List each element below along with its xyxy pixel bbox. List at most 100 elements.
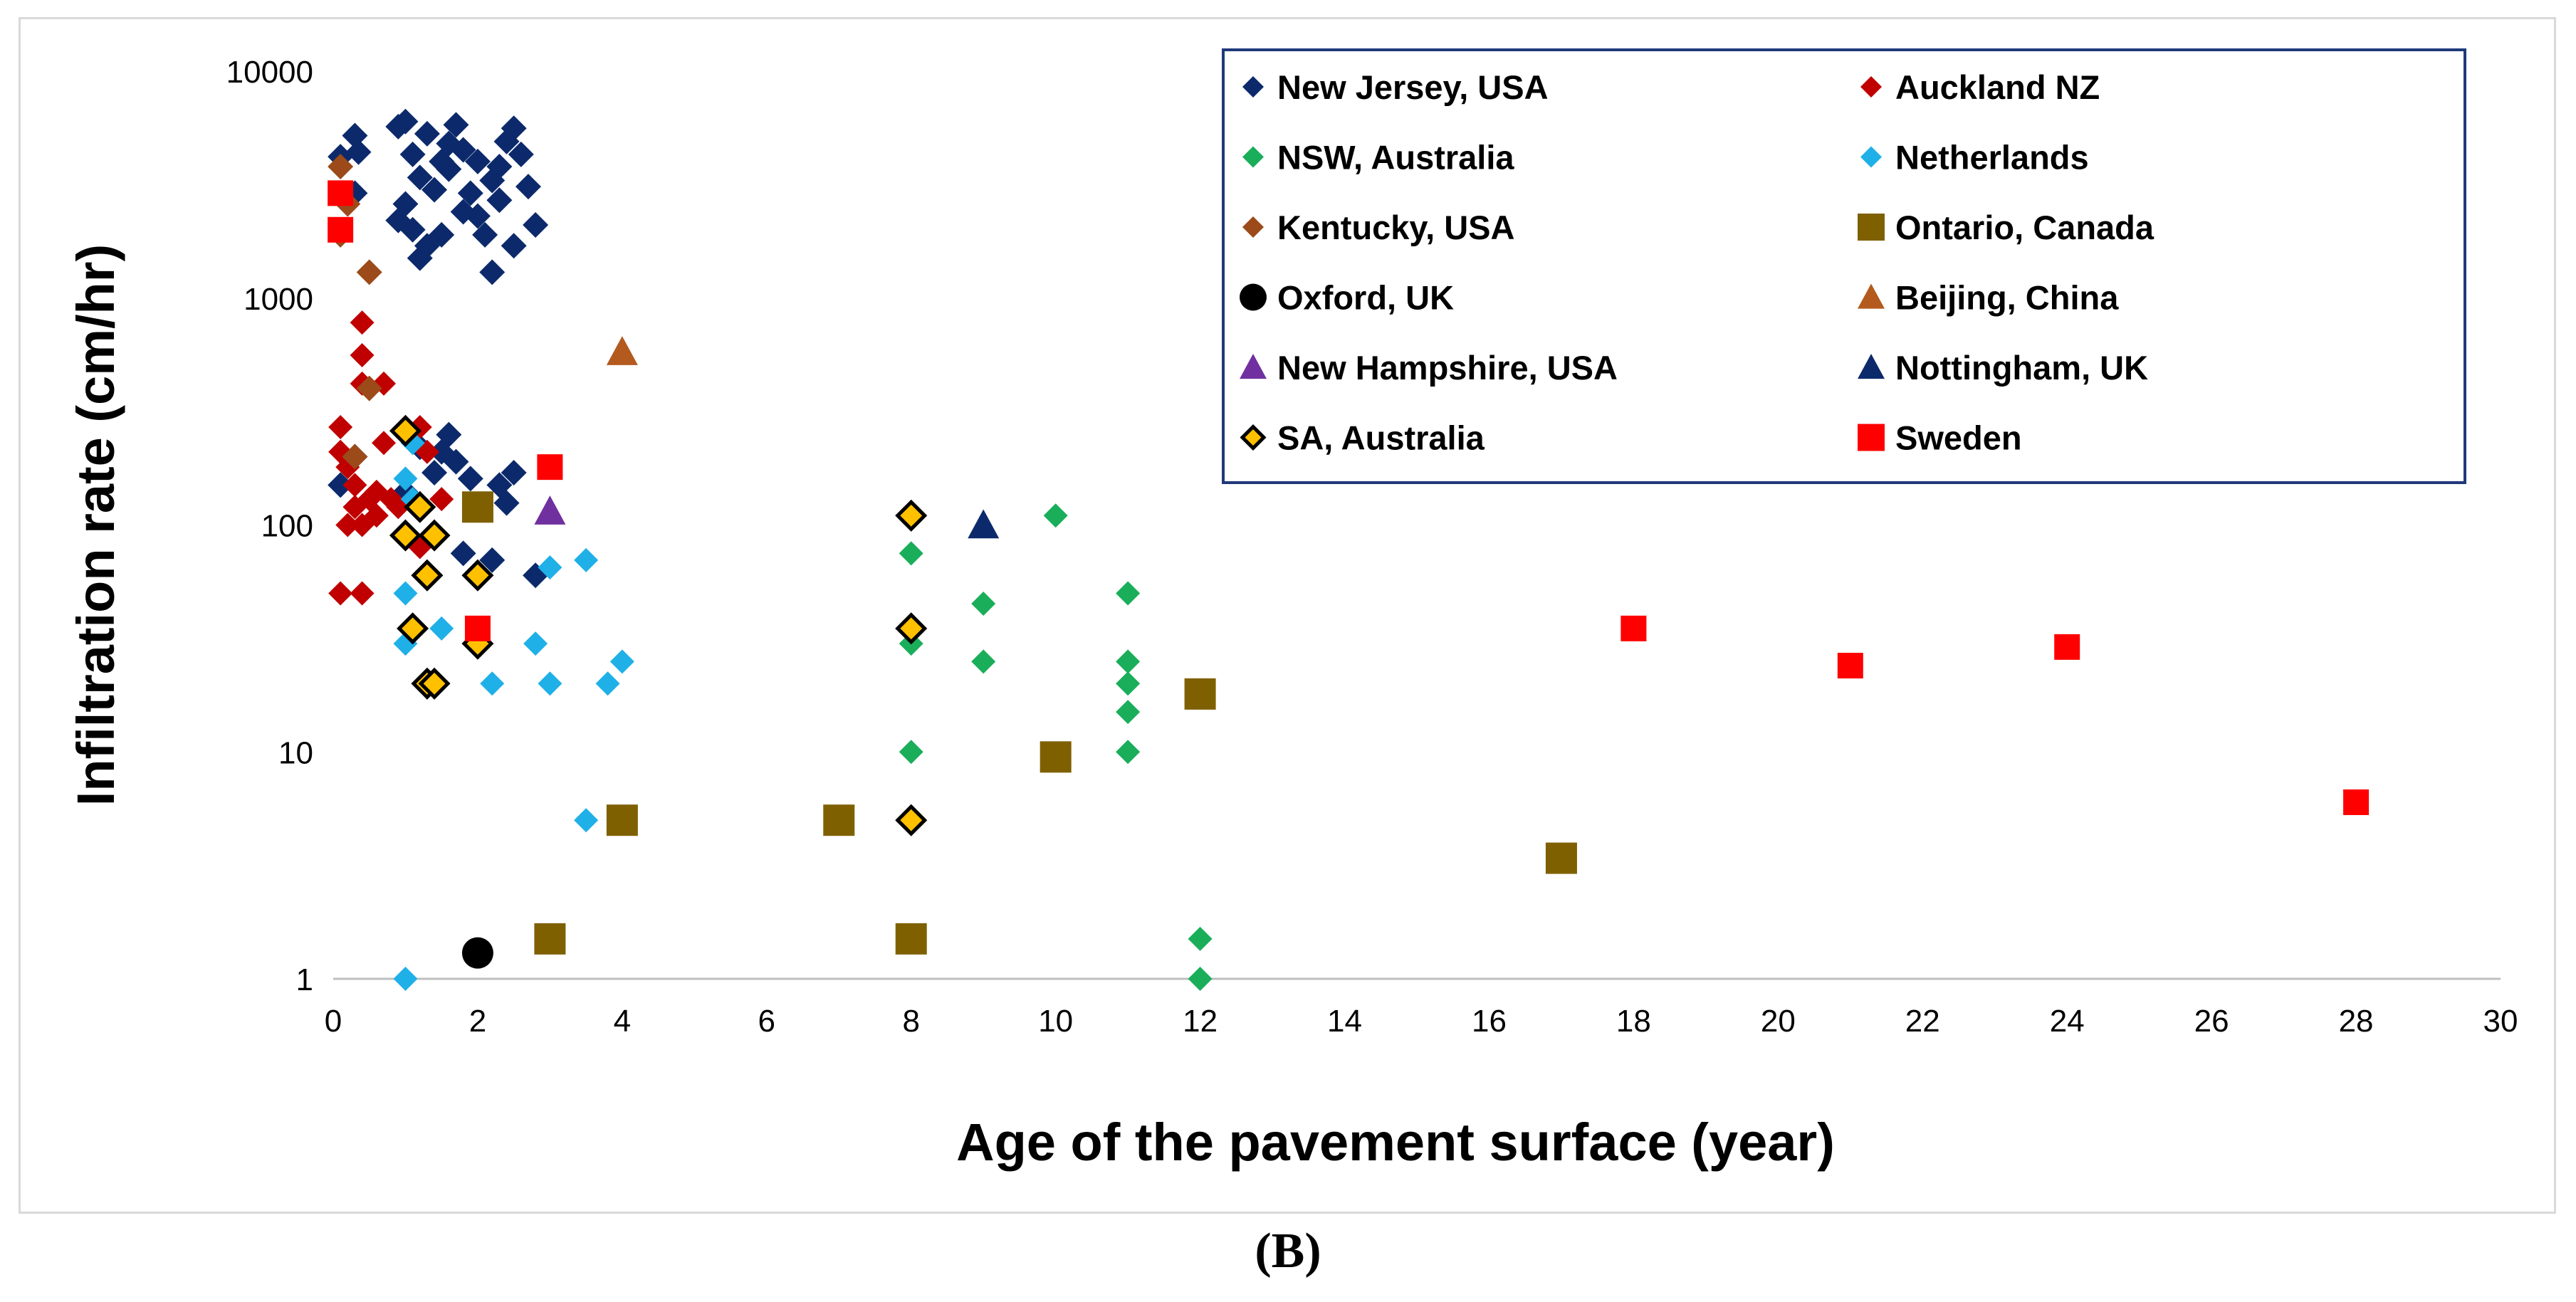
data-point xyxy=(479,547,506,573)
series-7 xyxy=(606,336,638,365)
data-point xyxy=(523,631,548,656)
legend-label: NSW, Australia xyxy=(1277,139,1514,177)
data-point xyxy=(461,559,494,592)
data-point xyxy=(429,221,455,248)
data-point xyxy=(609,649,634,674)
data-point xyxy=(389,519,422,552)
data-point xyxy=(328,153,354,179)
data-point xyxy=(971,649,996,674)
legend-marker xyxy=(1240,283,1267,311)
data-point xyxy=(1116,671,1141,696)
data-point xyxy=(461,937,493,969)
data-point xyxy=(328,472,354,498)
data-point xyxy=(538,671,562,696)
series-8 xyxy=(534,495,566,525)
x-tick-label: 16 xyxy=(1472,1004,1507,1039)
y-tick-label: 1 xyxy=(296,962,313,997)
data-point xyxy=(501,115,527,142)
data-point xyxy=(450,540,476,567)
data-point xyxy=(606,804,638,836)
data-point xyxy=(508,141,534,167)
data-point xyxy=(595,671,620,696)
legend-label: New Jersey, USA xyxy=(1277,68,1549,106)
legend-marker xyxy=(1860,76,1882,98)
data-point xyxy=(457,466,483,492)
data-point xyxy=(534,923,566,955)
data-point xyxy=(422,177,448,203)
data-point xyxy=(345,139,372,165)
series-10 xyxy=(389,414,928,836)
data-point xyxy=(461,491,493,523)
x-tick-labels: 0 2 4 6 8 10 12 14 16 18 20 22 24 26 28 30 xyxy=(325,1004,2518,1039)
data-point xyxy=(534,495,566,525)
legend-label: Oxford, UK xyxy=(1277,279,1454,317)
series-5 xyxy=(461,491,1577,955)
legend-label: Kentucky, USA xyxy=(1277,209,1514,246)
y-tick-label: 1000 xyxy=(244,282,313,317)
data-point xyxy=(1116,740,1141,765)
data-point xyxy=(436,421,462,448)
data-point xyxy=(574,808,599,833)
series-9 xyxy=(968,509,1000,539)
data-point xyxy=(895,804,928,836)
figure-caption: (B) xyxy=(1255,1224,1321,1279)
data-point xyxy=(407,164,433,191)
data-point xyxy=(472,221,498,248)
data-point xyxy=(364,479,389,504)
data-point xyxy=(1116,581,1141,606)
y-tick-label: 100 xyxy=(261,509,313,544)
legend-marker xyxy=(1242,216,1264,238)
legend-marker xyxy=(1242,76,1264,98)
data-point xyxy=(971,592,996,616)
data-point xyxy=(342,122,368,149)
x-tick-label: 14 xyxy=(1327,1004,1362,1039)
data-point xyxy=(350,310,375,335)
data-point xyxy=(404,490,436,523)
data-point xyxy=(823,804,855,836)
data-point xyxy=(523,212,549,238)
x-tick-label: 10 xyxy=(1038,1004,1073,1039)
legend-label: Auckland NZ xyxy=(1895,68,2100,106)
data-point xyxy=(389,414,422,447)
data-point xyxy=(356,375,382,401)
legend-label: Sweden xyxy=(1895,419,2022,457)
data-point xyxy=(422,460,448,486)
data-point xyxy=(328,216,354,243)
data-point xyxy=(429,616,454,641)
series-11 xyxy=(328,180,2370,815)
legend-marker xyxy=(1242,146,1264,168)
data-point xyxy=(342,495,367,520)
data-point xyxy=(414,120,440,147)
data-point xyxy=(479,259,506,285)
legend-marker xyxy=(1240,354,1267,379)
data-point xyxy=(1837,653,1863,679)
data-point xyxy=(464,148,491,174)
data-point xyxy=(393,466,418,491)
legend-label: Nottingham, UK xyxy=(1895,349,2148,387)
data-point xyxy=(515,174,541,200)
x-tick-label: 12 xyxy=(1183,1004,1218,1039)
data-point xyxy=(895,499,928,532)
data-point xyxy=(393,967,418,991)
data-point xyxy=(399,141,426,167)
data-point xyxy=(501,460,527,486)
x-tick-label: 0 xyxy=(325,1004,342,1039)
legend-marker xyxy=(1858,214,1885,241)
data-point xyxy=(372,431,397,456)
data-point xyxy=(895,923,927,955)
data-point xyxy=(538,555,562,580)
y-axis-title: Infiltration rate (cm/hr) xyxy=(66,244,125,806)
data-point xyxy=(418,667,451,700)
data-point xyxy=(1116,700,1141,725)
data-point xyxy=(1545,842,1577,874)
data-point xyxy=(895,612,928,645)
data-point xyxy=(342,443,368,470)
x-tick-label: 30 xyxy=(2483,1004,2518,1039)
data-point xyxy=(464,615,491,641)
data-point xyxy=(2343,789,2370,815)
data-point xyxy=(443,448,469,475)
data-point xyxy=(1040,741,1072,773)
x-tick-label: 24 xyxy=(2050,1004,2085,1039)
data-point xyxy=(574,547,599,572)
